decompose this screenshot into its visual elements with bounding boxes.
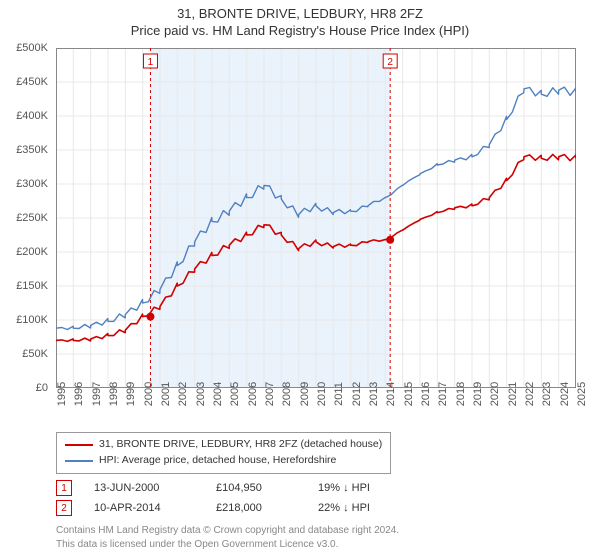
y-tick-label: £150K: [16, 280, 48, 292]
legend: 31, BRONTE DRIVE, LEDBURY, HR8 2FZ (deta…: [56, 432, 391, 474]
x-tick-label: 2014: [385, 382, 397, 406]
y-tick-label: £50K: [22, 348, 48, 360]
page: 31, BRONTE DRIVE, LEDBURY, HR8 2FZ Price…: [0, 0, 600, 560]
x-tick-label: 1998: [108, 382, 120, 406]
x-tick-label: 1996: [73, 382, 85, 406]
x-tick-label: 1995: [56, 382, 68, 406]
x-tick-label: 2021: [507, 382, 519, 406]
sale-date: 13-JUN-2000: [94, 482, 194, 494]
x-tick-label: 2013: [368, 382, 380, 406]
sales-table: 1 13-JUN-2000 £104,950 19% ↓ HPI 2 10-APR-201…: [56, 478, 408, 518]
sale-date: 10-APR-2014: [94, 502, 194, 514]
x-tick-label: 2022: [524, 382, 536, 406]
sale-price: £218,000: [216, 502, 296, 514]
chart-area: 12: [56, 48, 576, 388]
y-tick-label: £500K: [16, 42, 48, 54]
x-tick-label: 2024: [559, 382, 571, 406]
legend-item-hpi: HPI: Average price, detached house, Here…: [65, 453, 382, 469]
y-axis: £0£50K£100K£150K£200K£250K£300K£350K£400…: [0, 48, 52, 388]
x-tick-label: 2016: [420, 382, 432, 406]
y-tick-label: £400K: [16, 110, 48, 122]
legend-item-property: 31, BRONTE DRIVE, LEDBURY, HR8 2FZ (deta…: [65, 437, 382, 453]
title-block: 31, BRONTE DRIVE, LEDBURY, HR8 2FZ Price…: [0, 0, 600, 38]
y-tick-label: £350K: [16, 144, 48, 156]
x-tick-label: 2007: [264, 382, 276, 406]
y-tick-label: £200K: [16, 246, 48, 258]
y-tick-label: £300K: [16, 178, 48, 190]
x-axis: 1995199619971998199920002001200220032004…: [56, 390, 576, 430]
legend-label-property: 31, BRONTE DRIVE, LEDBURY, HR8 2FZ (deta…: [99, 437, 382, 453]
x-tick-label: 2004: [212, 382, 224, 406]
x-tick-label: 2008: [281, 382, 293, 406]
x-tick-label: 2005: [229, 382, 241, 406]
legend-swatch-property: [65, 444, 93, 446]
x-tick-label: 2025: [576, 382, 588, 406]
y-tick-label: £450K: [16, 76, 48, 88]
x-tick-label: 1997: [91, 382, 103, 406]
x-tick-label: 2012: [351, 382, 363, 406]
x-tick-label: 2020: [489, 382, 501, 406]
x-tick-label: 1999: [125, 382, 137, 406]
footnote-line2: This data is licensed under the Open Gov…: [56, 538, 399, 552]
legend-swatch-hpi: [65, 460, 93, 462]
sale-diff: 19% ↓ HPI: [318, 482, 408, 494]
sale-row: 2 10-APR-2014 £218,000 22% ↓ HPI: [56, 498, 408, 518]
x-tick-label: 2023: [541, 382, 553, 406]
chart-svg: 12: [56, 48, 576, 388]
x-tick-label: 2003: [195, 382, 207, 406]
footnote-line1: Contains HM Land Registry data © Crown c…: [56, 524, 399, 538]
footnote: Contains HM Land Registry data © Crown c…: [56, 524, 399, 552]
svg-text:2: 2: [387, 57, 393, 68]
x-tick-label: 2017: [437, 382, 449, 406]
x-tick-label: 2006: [247, 382, 259, 406]
sale-marker: 2: [56, 500, 72, 516]
title-sub: Price paid vs. HM Land Registry's House …: [0, 23, 600, 38]
legend-label-hpi: HPI: Average price, detached house, Here…: [99, 453, 336, 469]
x-tick-label: 2011: [333, 382, 345, 406]
x-tick-label: 2000: [143, 382, 155, 406]
sale-marker: 1: [56, 480, 72, 496]
x-tick-label: 2015: [403, 382, 415, 406]
sale-diff: 22% ↓ HPI: [318, 502, 408, 514]
x-tick-label: 2009: [299, 382, 311, 406]
sale-row: 1 13-JUN-2000 £104,950 19% ↓ HPI: [56, 478, 408, 498]
x-tick-label: 2001: [160, 382, 172, 406]
sale-price: £104,950: [216, 482, 296, 494]
x-tick-label: 2002: [177, 382, 189, 406]
y-tick-label: £250K: [16, 212, 48, 224]
x-tick-label: 2018: [455, 382, 467, 406]
y-tick-label: £0: [36, 382, 48, 394]
x-tick-label: 2010: [316, 382, 328, 406]
x-tick-label: 2019: [472, 382, 484, 406]
svg-text:1: 1: [148, 57, 154, 68]
y-tick-label: £100K: [16, 314, 48, 326]
title-main: 31, BRONTE DRIVE, LEDBURY, HR8 2FZ: [0, 6, 600, 21]
